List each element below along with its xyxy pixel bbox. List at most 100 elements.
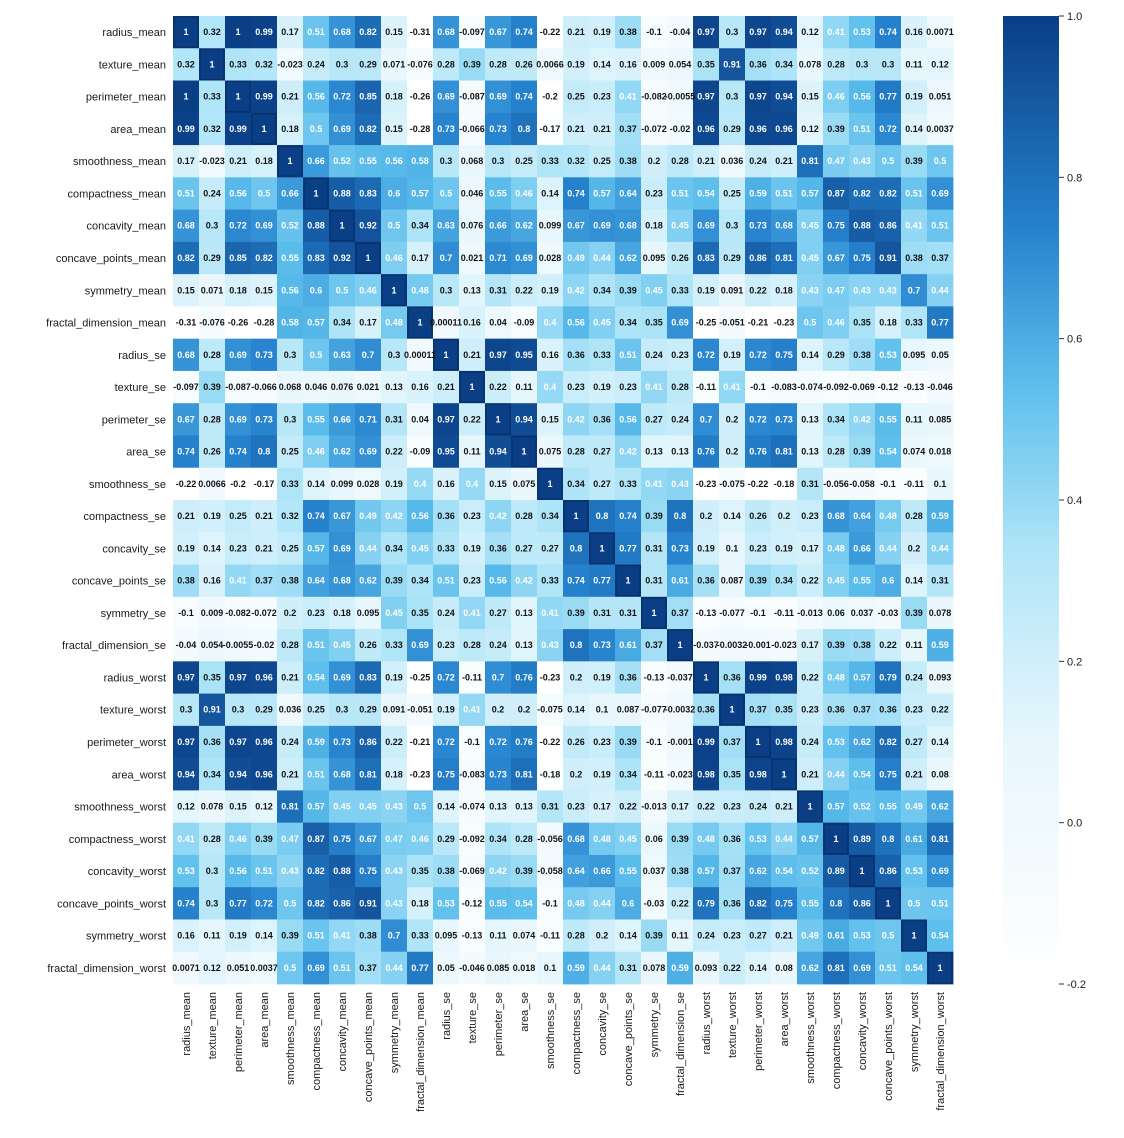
- heatmap-cell: [797, 467, 824, 501]
- heatmap-cell: [797, 661, 824, 694]
- heatmap-cell: [823, 500, 850, 533]
- heatmap-cell: [615, 887, 642, 920]
- cell-value-label: 0.087: [721, 576, 744, 586]
- heatmap-cell: [485, 370, 512, 404]
- heatmap-cell: [303, 564, 330, 598]
- heatmap-cell: [277, 435, 304, 469]
- cell-value-label: 0.22: [801, 672, 819, 682]
- cell-value-label: 0.69: [307, 963, 325, 973]
- heatmap-cell: [485, 919, 512, 953]
- heatmap-cell: [433, 951, 460, 985]
- cell-value-label: -0.001: [667, 737, 693, 747]
- cell-value-label: 0.23: [749, 543, 767, 553]
- heatmap-cell: [641, 112, 668, 146]
- heatmap-cell: [875, 919, 902, 953]
- cell-value-label: 0.25: [229, 511, 247, 521]
- heatmap-cell: [277, 306, 304, 340]
- heatmap-cell: [563, 177, 590, 210]
- cell-value-label: 0.69: [853, 963, 871, 973]
- heatmap-cell: [875, 112, 902, 146]
- cell-value-label: -0.023: [199, 156, 225, 166]
- heatmap-cell: [667, 16, 694, 49]
- heatmap-cell: [381, 306, 408, 340]
- heatmap-cell: [719, 661, 746, 694]
- cell-value-label: 0.68: [177, 221, 195, 231]
- cell-value-label: 0.14: [203, 543, 221, 553]
- cell-value-label: 0.34: [775, 576, 793, 586]
- heatmap-cell: [199, 596, 226, 630]
- heatmap-cell: [745, 887, 772, 920]
- cell-value-label: 0.071: [383, 59, 406, 69]
- cell-value-label: 0.53: [437, 898, 455, 908]
- heatmap-cell: [927, 951, 954, 985]
- heatmap-cell: [433, 887, 460, 920]
- heatmap-cell: [173, 16, 200, 49]
- diagonal-cell-outline: [485, 403, 511, 436]
- cell-value-label: 1: [391, 285, 396, 295]
- heatmap-cell: [641, 887, 668, 920]
- cell-value-label: 1: [547, 479, 552, 489]
- heatmap-cell: [693, 758, 720, 791]
- heatmap-cell: [875, 145, 902, 178]
- heatmap-cell: [329, 693, 356, 727]
- cell-value-label: 0.7: [440, 253, 453, 263]
- cell-value-label: 0.22: [723, 963, 741, 973]
- cell-value-label: 0.13: [801, 414, 819, 424]
- heatmap-cell: [693, 790, 720, 824]
- cell-value-label: 0.13: [515, 608, 533, 618]
- heatmap-cell: [797, 790, 824, 824]
- cell-value-label: 0.81: [775, 253, 793, 263]
- cell-value-label: 0.51: [307, 769, 325, 779]
- cell-value-label: -0.18: [774, 479, 795, 489]
- heatmap-cell: [355, 370, 382, 404]
- cell-value-label: 0.25: [307, 705, 325, 715]
- heatmap-cell: [407, 16, 434, 49]
- heatmap-cell: [225, 338, 252, 372]
- heatmap-cell: [797, 629, 824, 662]
- heatmap-cell: [693, 725, 720, 759]
- cell-value-label: 0.35: [853, 318, 871, 328]
- cell-value-label: 0.036: [279, 705, 302, 715]
- heatmap-cell: [745, 338, 772, 372]
- heatmap-cell: [823, 112, 850, 146]
- heatmap-cell: [225, 790, 252, 824]
- heatmap-cell: [329, 725, 356, 759]
- row-tick-label: perimeter_worst: [87, 737, 166, 749]
- cell-value-label: 0.22: [489, 382, 507, 392]
- heatmap-cell: [433, 500, 460, 533]
- cell-value-label: 0.69: [333, 672, 351, 682]
- heatmap-cell: [459, 403, 486, 436]
- heatmap-cell: [485, 758, 512, 791]
- cell-value-label: 0.075: [513, 479, 536, 489]
- heatmap-cell: [589, 661, 616, 694]
- heatmap-cell: [615, 467, 642, 501]
- cell-value-label: 0.69: [697, 221, 715, 231]
- cell-value-label: 0.43: [385, 898, 403, 908]
- cell-value-label: 0.68: [333, 576, 351, 586]
- heatmap-cell: [173, 500, 200, 533]
- heatmap-cell: [407, 532, 434, 565]
- heatmap-cell: [693, 16, 720, 49]
- cell-value-label: 0.73: [489, 769, 507, 779]
- heatmap-cell: [173, 177, 200, 210]
- cell-value-label: 0.44: [593, 898, 611, 908]
- cell-value-label: 0.23: [723, 931, 741, 941]
- heatmap-cell: [719, 145, 746, 178]
- cell-value-label: 0.37: [359, 963, 377, 973]
- heatmap-cell: [537, 145, 564, 178]
- cell-value-label: 0.2: [492, 705, 505, 715]
- cell-value-label: 0.3: [206, 866, 219, 876]
- cell-value-label: 0.56: [567, 318, 585, 328]
- cell-value-label: 0.5: [284, 963, 297, 973]
- heatmap-cell: [589, 951, 616, 985]
- heatmap-cell: [667, 48, 694, 81]
- row-tick-label: texture_worst: [100, 705, 166, 717]
- cell-value-label: 0.051: [929, 92, 952, 102]
- heatmap-cell: [849, 177, 876, 210]
- cell-value-label: 0.57: [307, 802, 325, 812]
- heatmap-cell: [459, 467, 486, 501]
- heatmap-cell: [641, 564, 668, 598]
- heatmap-cell: [485, 80, 512, 114]
- row-tick-label: texture_mean: [99, 59, 166, 71]
- cell-value-label: 0.028: [539, 253, 562, 263]
